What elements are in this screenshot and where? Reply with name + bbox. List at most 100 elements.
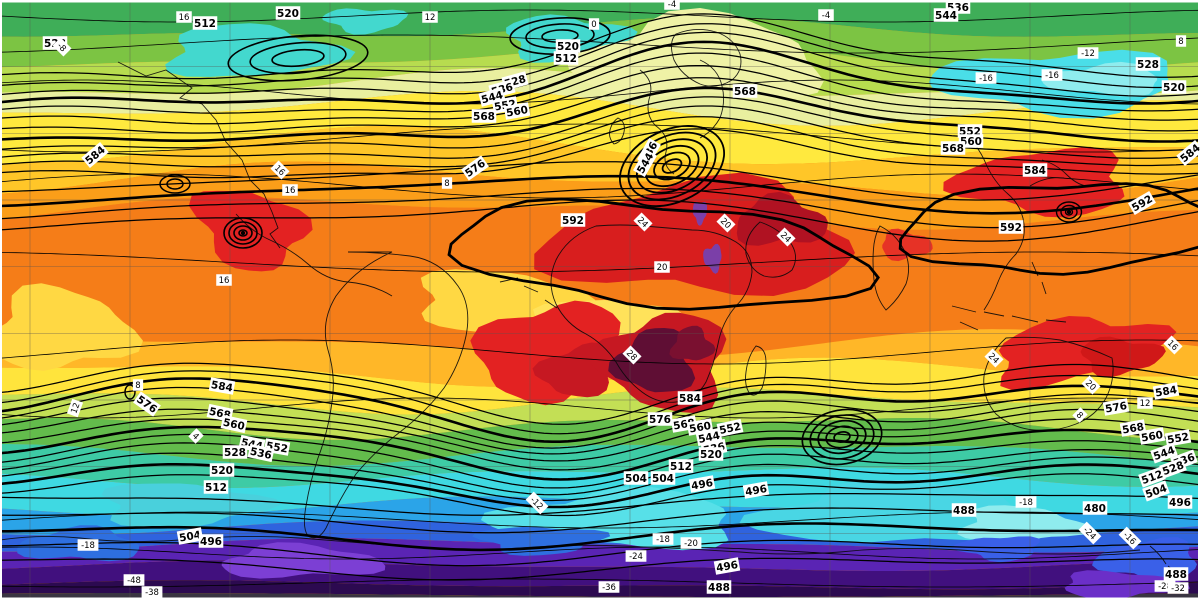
height-contour-label: 488 [1163, 567, 1189, 581]
coastline [303, 251, 469, 539]
svg-text:496: 496 [715, 559, 739, 575]
height-contour [0, 418, 1200, 471]
height-contour-label: 496 [713, 557, 741, 575]
svg-text:12: 12 [1140, 399, 1151, 409]
height-contour [0, 86, 1200, 143]
coastline [117, 61, 281, 249]
svg-text:552: 552 [1166, 431, 1190, 447]
height-contour-label: 528 [222, 445, 248, 459]
svg-text:576: 576 [649, 414, 671, 426]
fill-blob [165, 23, 356, 77]
temperature-contour-label: -32 [1167, 582, 1189, 594]
height-contour [0, 370, 1200, 435]
vortex-contour [825, 425, 859, 449]
svg-text:528: 528 [224, 447, 246, 459]
vortex-contour [653, 151, 691, 181]
vortex-contour [636, 138, 708, 194]
svg-text:560: 560 [1140, 429, 1164, 445]
fill-blob [692, 201, 708, 226]
temperature-contour-label: 0 [588, 18, 600, 30]
temperature-contour-label: 20 [654, 261, 670, 273]
temperature-contour-label: 8 [441, 177, 453, 189]
height-contour-label: 512 [553, 51, 579, 65]
temperature-contour-label: -18 [77, 539, 99, 551]
svg-text:-12: -12 [1081, 49, 1095, 59]
svg-text:-36: -36 [602, 583, 616, 593]
height-contour [0, 31, 1200, 97]
temperature-contour-label: 4 [188, 428, 204, 444]
height-contour [0, 507, 1200, 534]
height-contour-label: 512 [192, 16, 218, 30]
temperature-contour [0, 34, 1200, 54]
height-contour-label: 592 [560, 213, 586, 227]
vortex-contour [227, 34, 369, 82]
height-contour [0, 452, 1200, 502]
height-contour-label: 560 [220, 414, 248, 434]
svg-text:488: 488 [953, 505, 975, 517]
height-contour [0, 386, 1200, 449]
svg-text:-38: -38 [145, 588, 159, 598]
temperature-contour-label: -16 [975, 72, 997, 84]
svg-text:584: 584 [1154, 384, 1178, 400]
coastline [550, 224, 753, 403]
temperature-contour [0, 397, 1200, 419]
svg-text:-18: -18 [81, 541, 95, 551]
svg-text:-28: -28 [1158, 582, 1172, 592]
vortex-contour [233, 225, 253, 241]
temperature-contour-label: -18 [652, 533, 674, 545]
height-contour [0, 40, 1200, 105]
temperature-contour-label: 12 [422, 11, 438, 23]
height-contour [0, 362, 1200, 425]
temperature-contour-label: 16 [176, 11, 192, 23]
contour-labels: 5285125205205125365445285365445525605685… [42, 0, 1200, 598]
temperature-contour-label: -48 [123, 574, 145, 586]
height-contour [0, 23, 1200, 89]
height-contour-label: 560 [1138, 427, 1166, 445]
height-contour [0, 174, 1200, 215]
coastline [983, 336, 1114, 431]
vortex-core [1066, 209, 1072, 215]
height-contour-label: 584 [208, 377, 236, 395]
height-contour-closed [898, 182, 1200, 276]
vortex-contour [801, 408, 883, 466]
svg-text:576: 576 [1104, 400, 1128, 416]
svg-text:520: 520 [1163, 82, 1185, 94]
temperature-contour-label: 8 [1072, 407, 1088, 423]
svg-text:-18: -18 [656, 535, 670, 545]
svg-text:568: 568 [473, 111, 495, 123]
temperature-contour-label: -24 [625, 550, 647, 562]
vortex-contour [271, 48, 325, 68]
svg-text:584: 584 [679, 393, 701, 405]
temperature-contour [0, 546, 1200, 560]
height-contour [0, 408, 1200, 462]
height-contour [0, 128, 1200, 179]
temperature-contour [0, 339, 1200, 365]
svg-text:520: 520 [277, 8, 299, 20]
height-contour [0, 425, 1200, 481]
svg-text:8: 8 [135, 381, 140, 391]
temperature-contour-label: -28 [1154, 580, 1176, 592]
fill-band [0, 444, 1200, 488]
svg-text:512: 512 [555, 53, 577, 65]
fill-blob [669, 325, 716, 361]
svg-text:16: 16 [219, 276, 230, 286]
vortex-contour [223, 217, 263, 249]
height-contour-label: 584 [1152, 382, 1180, 400]
height-contour [0, 77, 1200, 134]
temperature-contour-label: 12 [1137, 397, 1153, 409]
fill-blob [1041, 61, 1158, 97]
height-contour-label: 496 [198, 534, 224, 548]
svg-text:8: 8 [1074, 410, 1085, 421]
svg-text:-4: -4 [822, 11, 830, 21]
map-edge [0, 0, 1200, 3]
svg-text:488: 488 [1165, 569, 1187, 581]
fill-blob [470, 300, 621, 406]
height-contour-label: 520 [1161, 80, 1187, 94]
svg-text:536: 536 [249, 446, 273, 462]
svg-text:544: 544 [935, 10, 957, 22]
coastline [235, 213, 393, 297]
svg-text:496: 496 [690, 477, 714, 493]
